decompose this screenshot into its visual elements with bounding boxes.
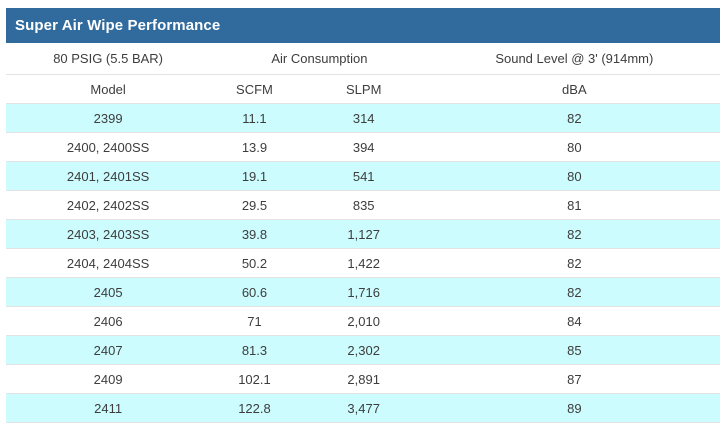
cell-dba: 82: [428, 103, 720, 133]
cell-slpm: 1,422: [298, 248, 429, 278]
table-row: 2407 81.3 2,302 85: [6, 335, 720, 365]
cell-dba: 87: [428, 364, 720, 394]
performance-table: 80 PSIG (5.5 BAR) Air Consumption Sound …: [6, 43, 720, 423]
table-row: 2399 11.1 314 82: [6, 103, 720, 133]
cell-model: 2402, 2402SS: [6, 190, 211, 220]
cell-slpm: 2,302: [298, 335, 429, 365]
cell-scfm: 102.1: [210, 364, 299, 394]
cell-model: 2409: [6, 364, 211, 394]
cell-dba: 85: [428, 335, 720, 365]
cell-slpm: 314: [298, 103, 429, 133]
cell-scfm: 11.1: [210, 103, 299, 133]
cell-dba: 82: [428, 248, 720, 278]
group-header-pressure: 80 PSIG (5.5 BAR): [6, 43, 211, 75]
cell-slpm: 835: [298, 190, 429, 220]
group-header-air-consumption: Air Consumption: [210, 43, 429, 75]
group-header-row: 80 PSIG (5.5 BAR) Air Consumption Sound …: [6, 43, 720, 75]
cell-scfm: 81.3: [210, 335, 299, 365]
table-row: 2404, 2404SS 50.2 1,422 82: [6, 248, 720, 278]
cell-slpm: 541: [298, 161, 429, 191]
cell-model: 2400, 2400SS: [6, 132, 211, 162]
table-row: 2409 102.1 2,891 87: [6, 364, 720, 394]
cell-dba: 80: [428, 161, 720, 191]
table-row: 2411 122.8 3,477 89: [6, 393, 720, 423]
cell-dba: 82: [428, 277, 720, 307]
cell-slpm: 1,127: [298, 219, 429, 249]
cell-slpm: 2,891: [298, 364, 429, 394]
table-row: 2400, 2400SS 13.9 394 80: [6, 132, 720, 162]
cell-model: 2407: [6, 335, 211, 365]
cell-scfm: 60.6: [210, 277, 299, 307]
performance-panel: Super Air Wipe Performance 80 PSIG (5.5 …: [6, 8, 720, 423]
column-header-scfm: SCFM: [210, 74, 299, 104]
cell-model: 2401, 2401SS: [6, 161, 211, 191]
cell-model: 2403, 2403SS: [6, 219, 211, 249]
column-header-row: Model SCFM SLPM dBA: [6, 74, 720, 104]
table-row: 2406 71 2,010 84: [6, 306, 720, 336]
cell-scfm: 19.1: [210, 161, 299, 191]
cell-scfm: 50.2: [210, 248, 299, 278]
table-row: 2403, 2403SS 39.8 1,127 82: [6, 219, 720, 249]
cell-model: 2404, 2404SS: [6, 248, 211, 278]
cell-slpm: 2,010: [298, 306, 429, 336]
panel-title: Super Air Wipe Performance: [15, 17, 221, 34]
cell-scfm: 29.5: [210, 190, 299, 220]
table-row: 2401, 2401SS 19.1 541 80: [6, 161, 720, 191]
cell-slpm: 3,477: [298, 393, 429, 423]
cell-model: 2399: [6, 103, 211, 133]
table-row: 2405 60.6 1,716 82: [6, 277, 720, 307]
cell-dba: 80: [428, 132, 720, 162]
group-header-sound-level: Sound Level @ 3' (914mm): [428, 43, 720, 75]
cell-model: 2405: [6, 277, 211, 307]
table-row: 2402, 2402SS 29.5 835 81: [6, 190, 720, 220]
cell-scfm: 39.8: [210, 219, 299, 249]
panel-title-bar: Super Air Wipe Performance: [6, 8, 720, 43]
cell-scfm: 13.9: [210, 132, 299, 162]
column-header-slpm: SLPM: [298, 74, 429, 104]
column-header-model: Model: [6, 74, 211, 104]
column-header-dba: dBA: [428, 74, 720, 104]
cell-model: 2411: [6, 393, 211, 423]
cell-scfm: 122.8: [210, 393, 299, 423]
cell-slpm: 394: [298, 132, 429, 162]
cell-dba: 84: [428, 306, 720, 336]
cell-slpm: 1,716: [298, 277, 429, 307]
cell-dba: 82: [428, 219, 720, 249]
cell-scfm: 71: [210, 306, 299, 336]
cell-dba: 81: [428, 190, 720, 220]
cell-model: 2406: [6, 306, 211, 336]
cell-dba: 89: [428, 393, 720, 423]
